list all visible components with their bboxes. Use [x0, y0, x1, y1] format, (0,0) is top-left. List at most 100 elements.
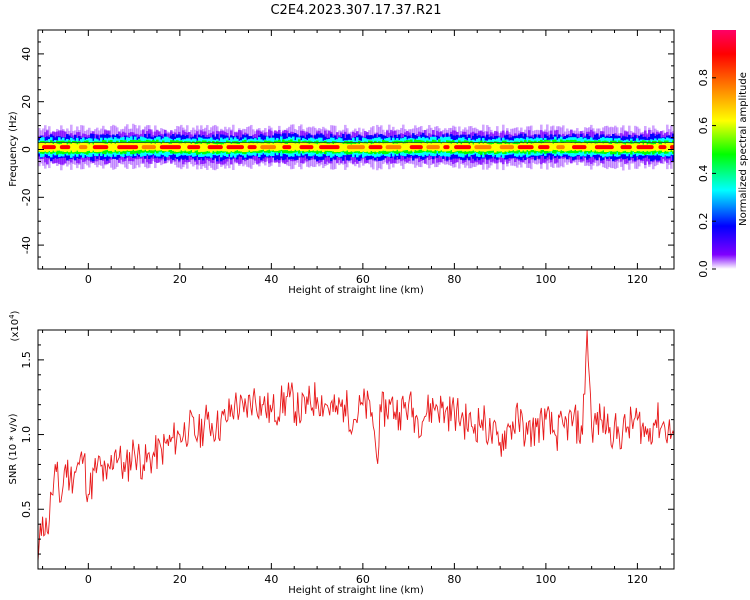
spectrogram-cell	[442, 142, 445, 152]
spectrogram-cell	[340, 143, 343, 152]
figure-title: C2E4.2023.307.17.37.R21	[270, 3, 441, 18]
spectrogram-cell	[90, 143, 93, 153]
spectrogram-cell	[246, 142, 249, 152]
spectrogram-peak	[658, 145, 667, 150]
spectrogram-peak	[59, 145, 71, 150]
spectrogram-peak	[669, 145, 674, 150]
snr-x-label: Height of straight line (km)	[288, 585, 424, 596]
colorbar: 0.0 0.2 0.4 0.6 0.8 Normalized spectral ampl…	[697, 30, 749, 278]
spectrogram-cell	[224, 143, 227, 152]
spectrogram-peak	[207, 145, 223, 150]
spectrogram-cell	[382, 143, 385, 151]
spectrogram-cell	[424, 142, 427, 152]
spectrogram-cell	[440, 143, 443, 151]
spectrogram-cell	[654, 144, 657, 151]
snr-series-line	[38, 330, 674, 562]
snr-x-tick-label: 80	[447, 573, 461, 586]
spectrogram-peak	[92, 145, 109, 150]
spectrogram-cell	[114, 143, 117, 151]
spectrogram-cell	[634, 143, 637, 152]
spectrogram-cell	[514, 144, 517, 152]
spectrogram-x-tick-label: 100	[535, 273, 556, 286]
spectrogram-peak	[572, 145, 587, 150]
spectrogram-cell	[550, 141, 553, 152]
spectrogram-cell	[536, 142, 539, 151]
spectrogram-cell	[276, 142, 279, 151]
spectrogram-cell	[552, 143, 555, 150]
spectrogram-cell	[534, 142, 537, 151]
colorbar-tick-label: 0.0	[697, 260, 710, 278]
spectrogram-cell	[206, 144, 209, 152]
spectrogram-cell	[450, 143, 453, 151]
spectrogram-cell	[566, 142, 569, 152]
snr-x-tick-label: 100	[535, 573, 556, 586]
spectrogram-cell	[592, 142, 595, 152]
spectrogram-cell	[56, 143, 59, 151]
spectrogram-cell	[402, 143, 405, 151]
spectrogram-peak	[299, 145, 314, 150]
spectrogram-cell	[110, 143, 113, 151]
snr-x-tick-label: 40	[264, 573, 278, 586]
spectrogram-peak	[620, 145, 632, 150]
colorbar-tick-label: 0.2	[697, 212, 710, 230]
snr-x-tick-label: 60	[356, 573, 370, 586]
spectrogram-cell	[568, 142, 571, 151]
snr-panel: 0 20 40 60 80 100 120 0.5 1.0 1.5 Height of strai…	[8, 310, 675, 596]
spectrogram-cell	[316, 144, 319, 151]
spectrogram-x-tick-label: 120	[627, 273, 648, 286]
spectrogram-cell	[222, 144, 225, 152]
snr-scale-exponent: 4	[8, 314, 16, 319]
spectrogram-cell	[342, 143, 345, 151]
spectrogram-peak	[226, 145, 244, 150]
spectrogram-cell	[184, 143, 187, 151]
spectrogram-peak	[78, 145, 88, 150]
spectrogram-x-tick-label: 40	[264, 273, 278, 286]
snr-y-tick-label: 0.5	[20, 501, 33, 519]
colorbar-label: Normalized spectral amplitude	[738, 72, 749, 226]
spectrogram-cell	[158, 142, 161, 151]
spectrogram-y-tick-label: 40	[20, 47, 33, 61]
spectrogram-cell	[244, 142, 247, 153]
spectrogram-cell	[180, 143, 183, 151]
colorbar-ticks: 0.0 0.2 0.4 0.6 0.8	[697, 69, 716, 278]
snr-line-group	[38, 330, 674, 562]
spectrogram-cell	[588, 142, 591, 152]
spectrogram-cell	[632, 143, 635, 152]
spectrogram-y-tick-label: -40	[20, 236, 33, 254]
spectrogram-band	[38, 123, 674, 171]
spectrogram-cell	[590, 143, 593, 150]
spectrogram-cell	[344, 143, 347, 152]
spectrogram-cell	[140, 143, 143, 150]
spectrogram-cell	[492, 143, 495, 151]
spectrogram-cell	[472, 144, 475, 151]
spectrogram-cell	[422, 142, 425, 151]
snr-y-tick-label: 1.0	[20, 426, 33, 444]
spectrogram-cell	[108, 142, 111, 152]
spectrogram-cell	[554, 142, 557, 151]
spectrogram-peak	[247, 145, 257, 150]
spectrogram-cell	[112, 142, 115, 152]
spectrogram-peak	[42, 145, 56, 150]
spectrogram-peak	[346, 145, 365, 150]
snr-x-tick-label: 20	[173, 573, 187, 586]
spectrogram-cell	[666, 142, 669, 152]
spectrogram-cell	[298, 143, 301, 151]
spectrogram-cell	[616, 143, 619, 151]
snr-y-label: SNR (10 * v/v)	[8, 413, 19, 484]
spectrogram-peak	[499, 145, 515, 150]
spectrogram-cell	[614, 143, 617, 152]
spectrogram-peak	[443, 145, 450, 150]
spectrogram-cell	[258, 143, 261, 151]
spectrogram-cell	[204, 143, 207, 152]
spectrogram-peak	[385, 145, 402, 150]
spectrogram-cell	[296, 143, 299, 151]
snr-scale-close: )	[10, 310, 21, 314]
spectrogram-cell	[156, 142, 159, 151]
spectrogram-y-tick-label: 20	[20, 95, 33, 109]
spectrogram-band-core	[42, 145, 674, 150]
spectrogram-cell	[76, 144, 79, 151]
spectrogram-peak	[594, 145, 614, 150]
spectrogram-peak	[409, 145, 423, 150]
snr-frame	[37, 329, 675, 570]
snr-x-tick-label: 120	[627, 573, 648, 586]
